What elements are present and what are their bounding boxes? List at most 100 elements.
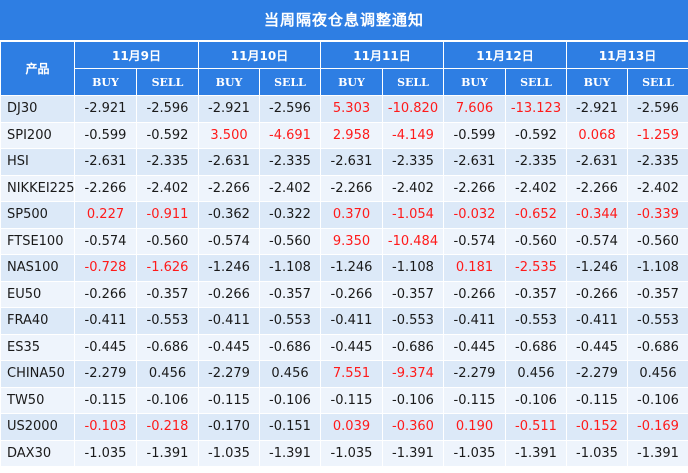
sell-value: -0.357 (505, 280, 567, 308)
sell-value: -0.560 (259, 227, 321, 255)
buy-value: -2.266 (74, 174, 137, 202)
product-name: EU50 (0, 280, 75, 308)
sell-value: -0.357 (136, 280, 199, 308)
sell-value: -2.335 (505, 148, 567, 176)
buy-value: -0.411 (566, 307, 628, 335)
product-name: FTSE100 (0, 227, 75, 255)
table-row: FRA40 -0.411 -0.553 -0.411 -0.553 -0.411 -0.55… (0, 307, 688, 335)
sell-value: -10.820 (382, 95, 444, 123)
buy-value: -0.411 (74, 307, 137, 335)
table-row: TW50 -0.115 -0.106 -0.115 -0.106 -0.115 -0.106… (0, 386, 688, 414)
table-row: US2000 -0.103 -0.218 -0.170 -0.151 0.039 -0.36… (0, 413, 688, 441)
sell-value: -1.108 (627, 254, 688, 282)
date-header: 11月10日 (198, 41, 321, 69)
table-row: CHINA50 -2.279 0.456 -2.279 0.456 7.551 -9.374… (0, 360, 688, 388)
buy-value: -2.266 (566, 174, 628, 202)
table-row: DJ30 -2.921 -2.596 -2.921 -2.596 5.303 -10.820… (0, 95, 688, 123)
sell-value: -1.391 (505, 439, 567, 467)
buy-value: -1.246 (566, 254, 628, 282)
sell-value: -4.691 (259, 121, 321, 149)
buy-value: -2.279 (443, 360, 506, 388)
buy-value: 0.227 (74, 201, 137, 229)
sell-value: 0.456 (259, 360, 321, 388)
buy-value: -0.445 (74, 333, 137, 361)
table-row: NAS100 -0.728 -1.626 -1.246 -1.108 -1.246 -1.1… (0, 254, 688, 282)
sell-value: -2.335 (136, 148, 199, 176)
buy-value: -0.152 (566, 413, 628, 441)
sell-value: -0.106 (382, 386, 444, 414)
product-name: DAX30 (0, 439, 75, 467)
sell-value: -0.686 (259, 333, 321, 361)
buy-value: -0.411 (443, 307, 506, 335)
buy-value: -0.411 (320, 307, 383, 335)
sell-value: -0.106 (136, 386, 199, 414)
sell-value: -0.169 (627, 413, 688, 441)
sell-value: -0.218 (136, 413, 199, 441)
buy-value: -0.574 (566, 227, 628, 255)
sell-value: -1.391 (136, 439, 199, 467)
sell-value: -0.652 (505, 201, 567, 229)
buy-header: BUY (198, 68, 260, 96)
product-name: FRA40 (0, 307, 75, 335)
table-row: EU50 -0.266 -0.357 -0.266 -0.357 -0.266 -0.357… (0, 280, 688, 308)
table-row: HSI -2.631 -2.335 -2.631 -2.335 -2.631 -2.335-… (0, 148, 688, 176)
sell-value: -0.686 (136, 333, 199, 361)
buy-header: BUY (74, 68, 137, 96)
table-row: SPI200 -0.599 -0.592 3.500 -4.691 2.958 -4.149… (0, 121, 688, 149)
page-title: 当周隔夜仓息调整通知 (0, 0, 688, 41)
buy-value: -2.279 (74, 360, 137, 388)
sell-value: -2.335 (259, 148, 321, 176)
buy-sell-header-row: BUY SELL BUY SELL BUY SELL BUY SELL BUY … (1, 68, 688, 96)
date-header: 11月13日 (566, 41, 688, 69)
buy-value: -1.246 (320, 254, 383, 282)
buy-value: -2.266 (443, 174, 506, 202)
buy-value: -0.115 (320, 386, 383, 414)
sell-value: -0.686 (382, 333, 444, 361)
sell-value: -4.149 (382, 121, 444, 149)
overnight-interest-table: 产品 11月9日 11月10日 11月11日 11月12日 11月13日 BUY… (0, 41, 688, 467)
buy-value: -0.032 (443, 201, 506, 229)
buy-value: -1.035 (74, 439, 137, 467)
sell-value: -1.391 (382, 439, 444, 467)
buy-value: -2.921 (74, 95, 137, 123)
buy-value: 7.551 (320, 360, 383, 388)
sell-value: -0.911 (136, 201, 199, 229)
sell-value: -1.054 (382, 201, 444, 229)
sell-value: -10.484 (382, 227, 444, 255)
table-row: ES35 -0.445 -0.686 -0.445 -0.686 -0.445 -0.686… (0, 333, 688, 361)
buy-value: -0.445 (198, 333, 260, 361)
buy-value: -0.445 (566, 333, 628, 361)
sell-value: -0.592 (505, 121, 567, 149)
sell-value: -2.402 (627, 174, 688, 202)
product-name: NAS100 (0, 254, 75, 282)
buy-value: -0.170 (198, 413, 260, 441)
buy-value: -1.035 (566, 439, 628, 467)
sell-header: SELL (505, 68, 567, 96)
buy-value: -1.035 (443, 439, 506, 467)
date-header: 11月12日 (443, 41, 567, 69)
sell-value: -0.360 (382, 413, 444, 441)
buy-value: -2.631 (74, 148, 137, 176)
sell-value: -1.391 (627, 439, 688, 467)
table-row: FTSE100 -0.574 -0.560 -0.574 -0.560 9.350 -10.… (0, 227, 688, 255)
buy-value: -0.266 (443, 280, 506, 308)
sell-value: -1.259 (627, 121, 688, 149)
buy-value: -2.279 (198, 360, 260, 388)
sell-value: -1.391 (259, 439, 321, 467)
buy-value: -0.115 (566, 386, 628, 414)
sell-value: -0.106 (505, 386, 567, 414)
buy-header: BUY (566, 68, 628, 96)
buy-value: 7.606 (443, 95, 506, 123)
sell-value: -0.151 (259, 413, 321, 441)
sell-value: -2.535 (505, 254, 567, 282)
sell-value: -0.553 (627, 307, 688, 335)
product-header: 产品 (0, 41, 75, 96)
buy-value: 0.181 (443, 254, 506, 282)
buy-value: -2.631 (443, 148, 506, 176)
buy-value: -2.921 (566, 95, 628, 123)
buy-value: -0.115 (74, 386, 137, 414)
sell-value: -0.553 (136, 307, 199, 335)
sell-value: -2.402 (136, 174, 199, 202)
table-row: NIKKEI225 -2.266 -2.402 -2.266 -2.402 -2.266-… (0, 174, 688, 202)
